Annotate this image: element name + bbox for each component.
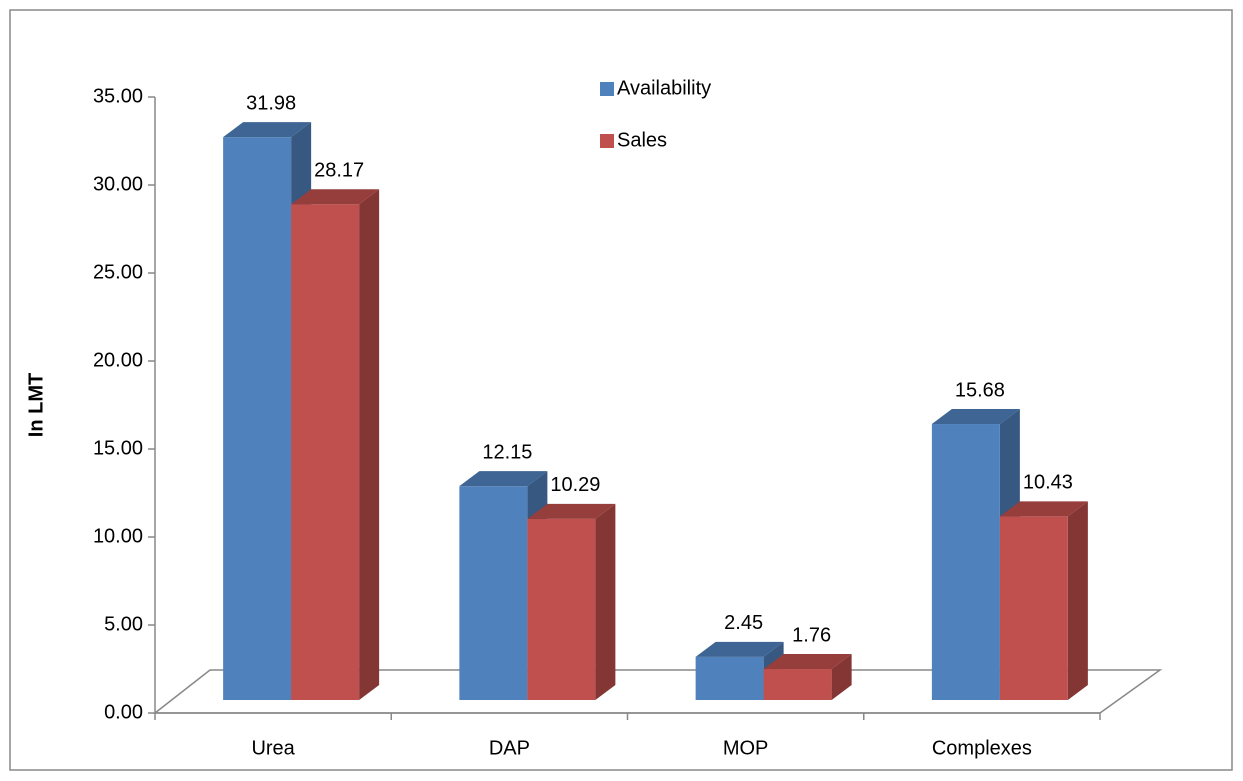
bar-side bbox=[831, 654, 852, 700]
y-tick-label: 30.00 bbox=[93, 173, 143, 195]
data-label: 10.43 bbox=[1023, 472, 1073, 494]
bar-top bbox=[223, 122, 312, 138]
data-label: 28.17 bbox=[314, 159, 364, 181]
bar-top bbox=[999, 501, 1088, 517]
data-label: 15.68 bbox=[955, 379, 1005, 401]
y-axis-label: In LMT bbox=[25, 373, 47, 437]
data-label: 2.45 bbox=[724, 612, 763, 634]
legend-label: Sales bbox=[617, 129, 667, 151]
bar-side bbox=[595, 503, 616, 700]
bar-top bbox=[291, 189, 380, 205]
bar-top bbox=[695, 641, 784, 657]
legend-swatch bbox=[600, 82, 614, 96]
bar-top bbox=[931, 409, 1020, 425]
legend-label: Availability bbox=[617, 77, 711, 99]
y-tick-label: 10.00 bbox=[93, 525, 143, 547]
bar-side bbox=[359, 189, 380, 700]
data-label: 1.76 bbox=[792, 624, 831, 646]
bar bbox=[527, 518, 596, 700]
bar bbox=[459, 486, 528, 700]
legend-swatch bbox=[600, 134, 614, 148]
bar bbox=[999, 516, 1068, 700]
bar bbox=[695, 656, 764, 700]
data-label: 12.15 bbox=[482, 441, 532, 463]
x-tick-label: Complexes bbox=[932, 737, 1032, 759]
chart-border bbox=[9, 9, 1233, 771]
y-tick-label: 15.00 bbox=[93, 437, 143, 459]
data-label: 31.98 bbox=[246, 92, 296, 114]
bar bbox=[931, 424, 1000, 700]
y-tick-label: 5.00 bbox=[104, 613, 143, 635]
x-tick-label: MOP bbox=[723, 737, 769, 759]
data-label: 10.29 bbox=[550, 474, 600, 496]
bar-top bbox=[459, 471, 548, 487]
bar-top bbox=[527, 503, 616, 519]
bar bbox=[223, 137, 292, 701]
y-tick-label: 0.00 bbox=[104, 701, 143, 723]
bar-side bbox=[1067, 501, 1088, 700]
x-tick-label: Urea bbox=[251, 737, 295, 759]
bar bbox=[763, 669, 832, 700]
y-tick-label: 20.00 bbox=[93, 349, 143, 371]
bar bbox=[291, 204, 360, 700]
bar-top bbox=[763, 654, 852, 670]
x-tick-label: DAP bbox=[489, 737, 530, 759]
y-tick-label: 35.00 bbox=[93, 85, 143, 107]
y-tick-label: 25.00 bbox=[93, 261, 143, 283]
